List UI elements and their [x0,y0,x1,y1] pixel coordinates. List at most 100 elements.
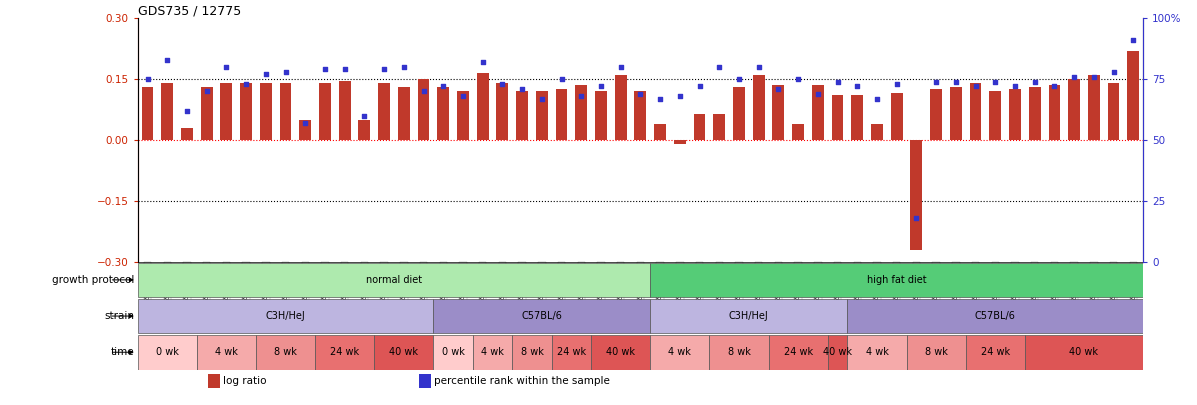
Point [375,66,394,72]
Bar [241,83,253,140]
Bar [497,83,509,140]
Text: 8 wk: 8 wk [274,347,297,357]
Bar [792,124,804,140]
Bar [516,91,528,140]
Text: C57BL/6: C57BL/6 [522,311,563,321]
Bar [906,335,966,370]
Bar [871,124,883,140]
Text: C3H/HeJ: C3H/HeJ [266,311,305,321]
Text: 24 wk: 24 wk [980,347,1010,357]
Bar [1009,89,1021,140]
Point [947,78,966,85]
Point [1045,83,1064,90]
Bar [138,298,433,333]
Bar [733,87,745,140]
Bar [208,374,220,388]
Text: growth protocol: growth protocol [53,275,134,285]
Bar [512,335,552,370]
Bar [847,298,1143,333]
Bar [966,335,1025,370]
Bar [1107,83,1119,140]
Bar [196,335,256,370]
Bar [181,128,193,140]
Text: 24 wk: 24 wk [557,347,587,357]
Bar [1028,87,1040,140]
Point [552,76,571,82]
Bar [141,87,153,140]
Point [650,95,669,102]
Text: normal diet: normal diet [366,275,423,285]
Bar [536,91,548,140]
Bar [655,124,666,140]
Text: 4 wk: 4 wk [865,347,888,357]
Bar [457,91,469,140]
Bar [315,335,375,370]
Point [1124,37,1143,43]
Bar [772,85,784,140]
Text: C3H/HeJ: C3H/HeJ [729,311,768,321]
Point [789,76,808,82]
Point [847,83,867,90]
Bar [555,89,567,140]
Point [198,88,217,94]
Bar [713,114,725,140]
Bar [832,95,844,140]
Point [354,113,373,119]
Bar [397,87,409,140]
Point [966,83,985,90]
Point [394,64,413,70]
Text: 4 wk: 4 wk [481,347,504,357]
Point [237,81,256,87]
Text: 40 wk: 40 wk [606,347,636,357]
Bar [162,83,174,140]
Point [277,68,296,75]
Bar [138,262,650,297]
Text: percentile rank within the sample: percentile rank within the sample [435,376,610,386]
Bar [990,91,1001,140]
Bar [201,87,213,140]
Point [217,64,236,70]
Point [296,120,315,126]
Point [512,85,531,92]
Point [1064,73,1083,80]
Bar [220,83,232,140]
Text: 24 wk: 24 wk [784,347,813,357]
Point [670,93,689,99]
Point [454,93,473,99]
Bar [256,335,315,370]
Point [907,215,926,221]
Text: high fat diet: high fat diet [867,275,926,285]
Bar [433,335,473,370]
Bar [891,93,903,140]
Text: strain: strain [104,311,134,321]
Text: C57BL/6: C57BL/6 [974,311,1016,321]
Bar [911,140,923,249]
Text: log ratio: log ratio [223,376,267,386]
Point [868,95,887,102]
Bar [591,335,650,370]
Point [808,90,827,97]
Bar [950,87,961,140]
Text: 40 wk: 40 wk [389,347,418,357]
Text: 0 wk: 0 wk [156,347,178,357]
Point [887,81,906,87]
Text: GDS735 / 12775: GDS735 / 12775 [138,4,241,17]
Bar [851,95,863,140]
Bar [847,335,906,370]
Point [926,78,946,85]
Bar [433,298,650,333]
Bar [260,83,272,140]
Bar [418,79,430,140]
Bar [674,140,686,144]
Bar [634,91,646,140]
Bar [827,335,847,370]
Bar [768,335,827,370]
Bar [473,335,512,370]
Text: 4 wk: 4 wk [215,347,238,357]
Point [158,56,177,63]
Bar [1088,75,1100,140]
Point [612,64,631,70]
Text: 8 wk: 8 wk [925,347,948,357]
Bar [552,335,591,370]
Bar [650,335,710,370]
